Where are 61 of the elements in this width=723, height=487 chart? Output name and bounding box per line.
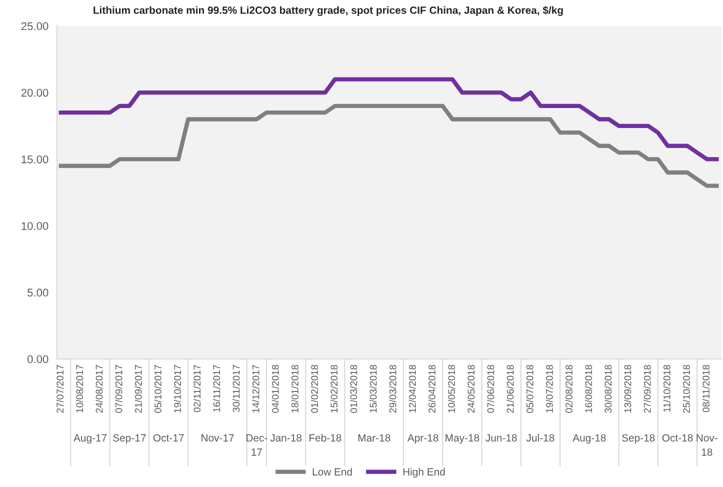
text: Feb-18 (310, 434, 342, 442)
text: Nov-17 (202, 434, 234, 442)
line-series (58, 77, 719, 162)
text: Sep-18 (622, 434, 655, 444)
x-tick-label: 10/05/2018 (448, 364, 456, 412)
chart-title: Lithium carbonate min 99.5% Li2CO3 battery grade, spot prices CIF China, Japan & Korea, $/kg (94, 6, 563, 16)
x-tick-label: 30/08/2018 (604, 364, 612, 413)
text: Dec-17 (246, 434, 268, 456)
x-tick-label: 15/02/2018 (330, 364, 338, 412)
x-tick-label: 11/10/2018 (663, 364, 670, 412)
y-tick-label: 15.00 (22, 155, 48, 164)
x-tick-label: 18/01/2018 (291, 364, 298, 412)
text: Mar-18 (358, 434, 390, 442)
x-tick-label: 07/09/2017 (115, 365, 122, 413)
text: Oct-18 (662, 434, 693, 442)
x-tick-label: 21/09/2017 (134, 365, 142, 413)
x-tick-label: 27/07/2017 (56, 365, 64, 413)
text: Nov-18 (696, 434, 718, 456)
x-tick-label: 26/04/2018 (428, 364, 436, 413)
x-tick-label: 29/03/2018 (389, 364, 396, 413)
x-tick-label: 07/06/2018 (487, 364, 494, 413)
x-tick-label: 19/07/2018 (546, 364, 553, 412)
x-tick-label: 27/09/2018 (644, 364, 651, 413)
x-tick-label: 10/08/2017 (76, 365, 84, 412)
x-tick-label: 04/01/2018 (272, 364, 279, 413)
x-tick-label: 01/02/2018 (310, 364, 318, 413)
x-tick-label: 16/11/2017 (212, 365, 220, 412)
x-tick-label: 01/03/2018 (350, 364, 358, 413)
x-tick-label: 05/10/2017 (154, 365, 162, 413)
x-tick-label: 16/08/2018 (584, 364, 592, 412)
text: Apr-18 (407, 434, 438, 444)
text: Oct-17 (153, 434, 184, 442)
x-tick-label: 05/07/2018 (526, 364, 534, 413)
x-tick-label: 24/05/2018 (467, 364, 475, 413)
y-tick-label: 10.00 (22, 222, 48, 230)
line-series (58, 104, 719, 188)
text: Aug-18 (572, 434, 606, 444)
text: Jun-18 (486, 434, 517, 442)
x-tick-label: 15/03/2018 (370, 364, 377, 412)
x-tick-label: 25/10/2018 (682, 364, 690, 413)
legend-label: Low End (312, 468, 352, 476)
x-tick-label: 21/06/2018 (506, 364, 514, 413)
y-tick-label: 0.00 (27, 355, 48, 364)
x-tick-label: 24/08/2017 (96, 365, 103, 413)
text: Jul-18 (526, 434, 554, 442)
x-tick-label: 30/11/2017 (232, 365, 240, 412)
y-tick-label: 5.00 (27, 288, 48, 297)
x-tick-label: 02/11/2017 (193, 365, 201, 412)
x-tick-label: 13/09/2018 (624, 364, 632, 412)
x-tick-label: 02/08/2018 (565, 364, 572, 413)
text: May-18 (446, 434, 480, 444)
legend-label: High End (403, 468, 445, 478)
text: Sep-17 (113, 434, 146, 444)
x-tick-label: 08/11/2018 (702, 364, 710, 412)
y-tick-label: 20.00 (21, 88, 48, 97)
x-tick-label: 19/10/2017 (174, 365, 181, 412)
text: Aug-17 (74, 434, 107, 444)
x-tick-label: 12/04/2018 (408, 364, 416, 412)
x-tick-label: 14/12/2017 (252, 365, 260, 412)
y-tick-label: 25.00 (21, 22, 48, 30)
text: Jan-18 (270, 434, 302, 442)
